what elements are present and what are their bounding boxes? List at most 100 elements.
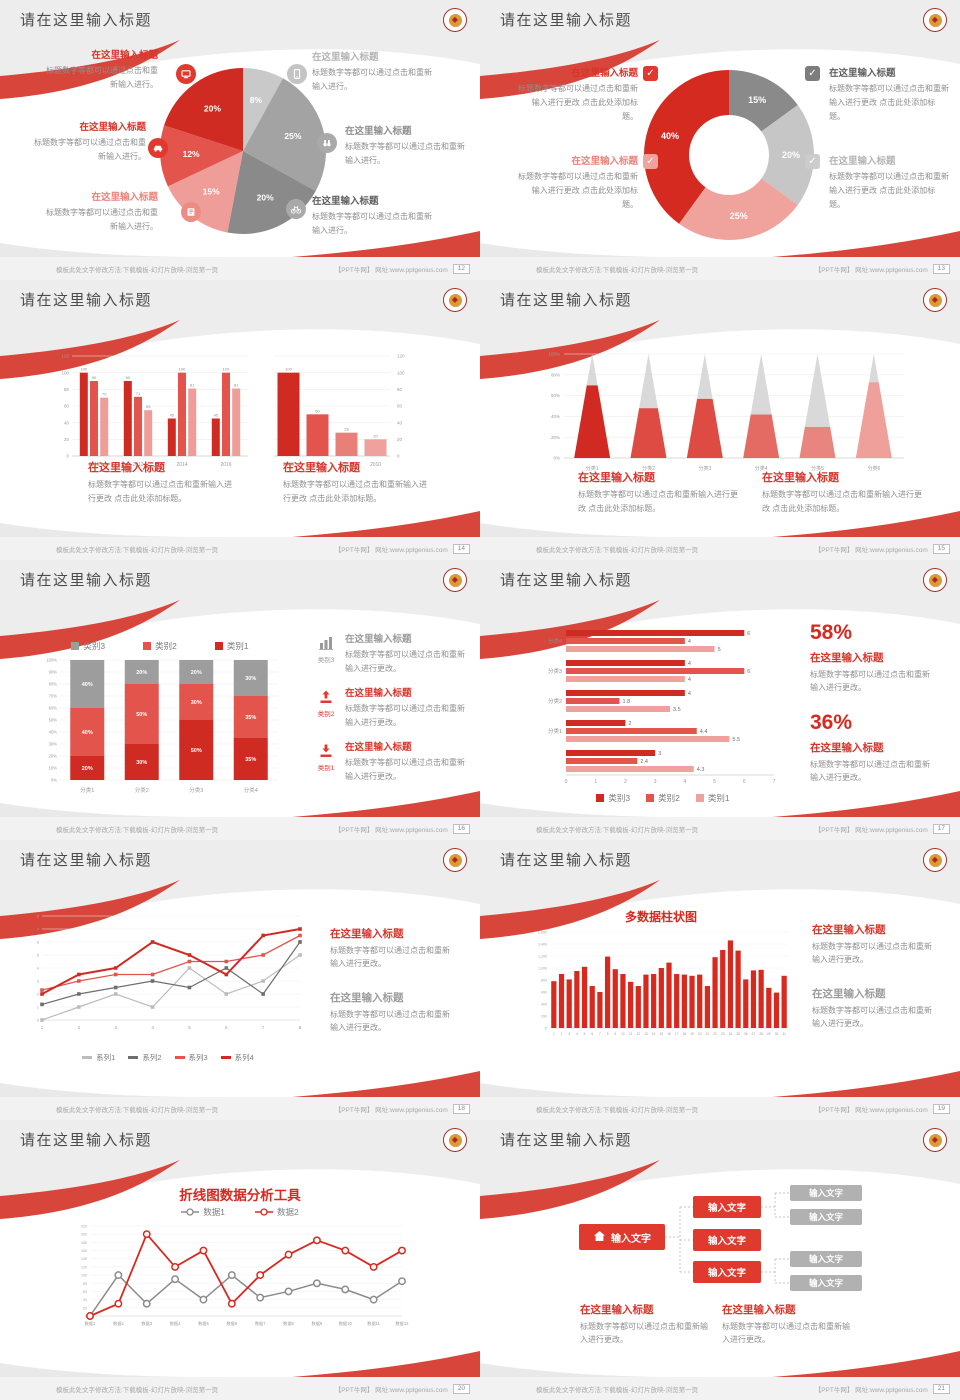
page-number: 18 — [452, 1103, 470, 1115]
svg-text:6: 6 — [591, 1032, 593, 1036]
text-block: 在这里输入标题 标题数字等都可以通过点击和重新输入进行更改 点击此处添加标题。 — [518, 68, 638, 123]
svg-text:5: 5 — [584, 1032, 586, 1036]
block-body: 标题数字等都可以通过点击和重新输入进行更改 点击此处添加标题。 — [88, 480, 232, 503]
bar-chart-icon — [318, 636, 334, 655]
svg-text:9: 9 — [614, 1032, 616, 1036]
svg-text:60%: 60% — [49, 706, 58, 711]
block-body: 标题数字等都可以通过点击和重新输入进行更改。 — [345, 758, 465, 781]
text-block: 在这里输入标题 标题数字等都可以通过点击和重新输入进行。 — [28, 122, 146, 164]
slide-19-column-chart[interactable]: 请在这里输入标题 ◆ 模板此处文字修改方法:下载模板-幻灯片放映-浏览第一页 【… — [480, 840, 960, 1120]
svg-text:3: 3 — [568, 1032, 570, 1036]
slide-14-bar-charts[interactable]: 请在这里输入标题 ◆ 模板此处文字修改方法:下载模板-幻灯片放映-浏览第一页 【… — [0, 280, 480, 560]
tree-connectors — [665, 1192, 790, 1284]
chart-legend: 系列1 系列2 系列3 系列4 — [28, 1052, 308, 1063]
text-block: 在这里输入标题 标题数字等都可以通过点击和重新输入进行更改。 — [812, 988, 938, 1031]
slide-16-stacked-bar-chart[interactable]: 请在这里输入标题 ◆ 模板此处文字修改方法:下载模板-幻灯片放映-浏览第一页 【… — [0, 560, 480, 840]
svg-text:数据7: 数据7 — [255, 1320, 266, 1327]
logo-emblem-icon: ◆ — [448, 573, 462, 587]
footer-usage-text: 模板此处文字修改方法:下载模板-幻灯片放映-浏览第一页 — [536, 547, 699, 554]
page-number: 20 — [452, 1383, 470, 1395]
block-body: 标题数字等都可以通过点击和重新输入进行。 — [312, 212, 432, 235]
svg-text:45: 45 — [214, 413, 219, 418]
slide-21-tree-diagram[interactable]: 请在这里输入标题 ◆ 模板此处文字修改方法:下载模板-幻灯片放映-浏览第一页 【… — [480, 1120, 960, 1400]
svg-text:分类2: 分类2 — [135, 786, 149, 794]
slide-12-pie-infographic[interactable]: 请在这里输入标题 ◆ 模板此处文字修改方法:下载模板-幻灯片放映-浏览第一页 【… — [0, 0, 480, 280]
svg-text:2: 2 — [37, 992, 40, 997]
svg-text:60: 60 — [397, 404, 403, 409]
svg-text:25%: 25% — [284, 131, 301, 141]
svg-text:4: 4 — [37, 966, 40, 971]
block-body: 标题数字等都可以通过点击和重新输入进行更改。 — [810, 669, 930, 693]
block-title: 在这里输入标题 — [88, 462, 165, 474]
text-block: 在这里输入标题 标题数字等都可以通过点击和重新输入进行更改 点击此处添加标题。 — [88, 462, 238, 505]
svg-text:3: 3 — [658, 751, 661, 757]
logo-emblem-icon: ◆ — [928, 1133, 942, 1147]
slide-18-line-chart[interactable]: 请在这里输入标题 ◆ 模板此处文字修改方法:下载模板-幻灯片放映-浏览第一页 【… — [0, 840, 480, 1120]
car-icon — [148, 138, 168, 158]
block-body: 标题数字等都可以通过点击和重新输入进行更改。 — [345, 650, 465, 673]
svg-text:30: 30 — [775, 1032, 779, 1036]
svg-text:1,200: 1,200 — [538, 954, 547, 958]
block-body: 标题数字等都可以通过点击和重新输入进行更改 点击此处添加标题。 — [283, 480, 427, 503]
block-title: 在这里输入标题 — [345, 126, 412, 137]
school-logo-icon: ◆ — [443, 1128, 467, 1152]
legend-label: 数据2 — [277, 1207, 299, 1217]
svg-text:80: 80 — [397, 387, 403, 392]
logo-emblem-icon: ◆ — [448, 1133, 462, 1147]
svg-text:7: 7 — [262, 1025, 265, 1030]
block-title: 在这里输入标题 — [829, 68, 896, 79]
svg-text:数据8: 数据8 — [283, 1320, 294, 1327]
svg-text:分类4: 分类4 — [548, 637, 562, 645]
slide-title: 请在这里输入标题 — [500, 12, 633, 29]
svg-text:20: 20 — [698, 1032, 702, 1036]
svg-text:2.4: 2.4 — [640, 759, 648, 765]
svg-text:数据6: 数据6 — [226, 1320, 237, 1327]
block-title: 在这里输入标题 — [345, 742, 412, 753]
slide-footer: 模板此处文字修改方法:下载模板-幻灯片放映-浏览第一页 【PPT牛网】 网址:w… — [480, 818, 960, 840]
block-body: 标题数字等都可以通过点击和重新输入进行更改 点击此处添加标题。 — [518, 84, 638, 121]
footer-site-text: 【PPT牛网】 网址:www.pptgenius.com — [814, 827, 928, 834]
svg-text:4: 4 — [683, 779, 686, 785]
footer-site-text: 【PPT牛网】 网址:www.pptgenius.com — [814, 1107, 928, 1114]
slide-title: 请在这里输入标题 — [20, 572, 153, 589]
stacked-bar-chart: 0% 10% 20% 30% 40% 50% 60% 70% 80% 90% 100% 20% 40% 4… — [34, 652, 284, 804]
svg-text:1: 1 — [594, 779, 597, 785]
svg-text:70: 70 — [102, 392, 107, 397]
svg-text:60: 60 — [64, 404, 70, 409]
node-label: 输入文字 — [611, 1233, 651, 1245]
tree-leaf-node: 输入文字 — [790, 1209, 862, 1225]
logo-emblem-icon: ◆ — [928, 853, 942, 867]
svg-text:40: 40 — [397, 420, 403, 425]
text-block: 在这里输入标题 标题数字等都可以通过点击和重新输入进行更改 点击此处添加标题。 — [578, 472, 738, 515]
slide-title: 请在这里输入标题 — [500, 852, 633, 869]
svg-text:2016: 2016 — [283, 462, 294, 468]
slide-13-donut-infographic[interactable]: 请在这里输入标题 ◆ 模板此处文字修改方法:下载模板-幻灯片放映-浏览第一页 【… — [480, 0, 960, 280]
svg-text:分类6: 分类6 — [867, 465, 880, 472]
svg-text:40: 40 — [64, 420, 70, 425]
text-block: 在这里输入标题 标题数字等都可以通过点击和重新输入进行更改。 — [345, 634, 467, 676]
svg-text:30%: 30% — [136, 760, 147, 766]
svg-text:120: 120 — [81, 1265, 87, 1269]
legend-swatch — [596, 794, 605, 802]
svg-text:0: 0 — [545, 1026, 547, 1030]
svg-text:0%: 0% — [51, 778, 57, 783]
text-block: 在这里输入标题 标题数字等都可以通过点击和重新输入进行更改 点击此处添加标题。 — [829, 156, 951, 211]
chart-title: 折线图数据分析工具 — [179, 1188, 301, 1203]
block-title: 在这里输入标题 — [91, 50, 158, 61]
slide-17-horizontal-bar-chart[interactable]: 请在这里输入标题 ◆ 模板此处文字修改方法:下载模板-幻灯片放映-浏览第一页 【… — [480, 560, 960, 840]
svg-text:160: 160 — [81, 1249, 87, 1253]
slide-15-pyramid-chart[interactable]: 请在这里输入标题 ◆ 模板此处文字修改方法:下载模板-幻灯片放映-浏览第一页 【… — [480, 280, 960, 560]
svg-text:14: 14 — [652, 1032, 656, 1036]
block-body: 标题数字等都可以通过点击和重新输入进行。 — [34, 138, 146, 161]
slide-20-line-analysis-chart[interactable]: 请在这里输入标题 ◆ 模板此处文字修改方法:下载模板-幻灯片放映-浏览第一页 【… — [0, 1120, 480, 1400]
binoculars-icon — [317, 133, 337, 153]
svg-text:分类1: 分类1 — [548, 727, 562, 735]
svg-text:80: 80 — [83, 1282, 87, 1286]
legend-label: 系列3 — [188, 1053, 208, 1062]
node-label: 输入文字 — [808, 1254, 843, 1264]
block-body: 标题数字等都可以通过点击和重新输入进行更改。 — [812, 1005, 932, 1029]
svg-text:6: 6 — [747, 669, 750, 675]
footer-usage-text: 模板此处文字修改方法:下载模板-幻灯片放映-浏览第一页 — [56, 827, 219, 834]
block-body: 标题数字等都可以通过点击和重新输入进行更改 点击此处添加标题。 — [762, 490, 922, 513]
svg-text:17: 17 — [675, 1032, 679, 1036]
